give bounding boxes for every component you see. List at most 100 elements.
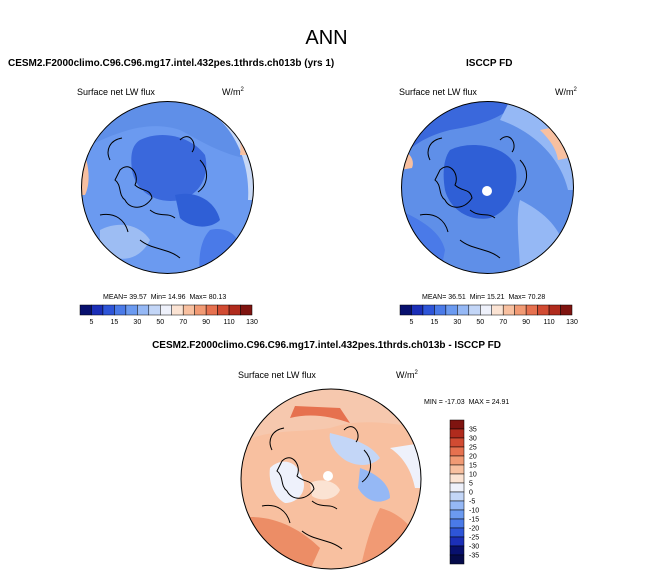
colorbar-swatch — [449, 428, 465, 439]
model-panel-heading: CESM2.F2000climo.C96.C96.mg17.intel.432p… — [8, 58, 335, 69]
missing-data-polar-hole — [482, 186, 492, 196]
figure-title: ANN — [305, 27, 348, 49]
colorbar-swatch — [449, 482, 465, 493]
colorbar-tick-label: -20 — [469, 526, 479, 533]
map-fill-region — [175, 193, 220, 227]
colorbar-swatch — [411, 304, 424, 316]
colorbar-swatch — [449, 473, 465, 484]
diff-minmax: MIN = -17.03 MAX = 24.91 — [424, 399, 510, 406]
colorbar-tick-label: 35 — [469, 427, 477, 434]
colorbar-tick-label: 90 — [522, 319, 530, 326]
colorbar-swatch — [468, 304, 481, 316]
colorbar-tick-label: 20 — [469, 454, 477, 461]
colorbar-swatch — [449, 437, 465, 448]
obs-variable-label: Surface net LW flux — [399, 87, 477, 97]
colorbar-swatch — [399, 304, 412, 316]
model-variable-label: Surface net LW flux — [77, 87, 155, 97]
colorbar-tick-label: 30 — [469, 436, 477, 443]
colorbar-swatch — [449, 455, 465, 466]
colorbar-swatch — [449, 464, 465, 475]
colorbar-swatch — [137, 304, 150, 316]
diff-colorbar: 35 30 25 20 15 10 5 0 -5 -10 -15 -20 -25 -30 -35 — [449, 419, 479, 565]
colorbar-swatch — [194, 304, 207, 316]
colorbar-tick-label: 70 — [179, 319, 187, 326]
colorbar-swatch — [240, 304, 253, 316]
colorbar-swatch — [560, 304, 573, 316]
colorbar-swatch — [125, 304, 138, 316]
diff-polar-map — [240, 388, 422, 570]
colorbar-swatch — [91, 304, 104, 316]
colorbar-swatch — [548, 304, 561, 316]
colorbar-swatch — [182, 304, 195, 316]
diff-units-label: W/m2 — [396, 370, 418, 380]
colorbar-swatch — [102, 304, 115, 316]
colorbar-swatch — [449, 491, 465, 502]
colorbar-swatch — [537, 304, 550, 316]
map-fill-region — [290, 406, 350, 423]
map-fill-region — [100, 224, 150, 259]
map-fill-region — [131, 135, 207, 201]
colorbar-tick-label: 10 — [469, 472, 477, 479]
map-fill-region — [329, 433, 380, 465]
colorbar-swatch — [160, 304, 172, 316]
missing-data-polar-hole — [323, 471, 333, 481]
diff-panel-heading: CESM2.F2000climo.C96.C96.mg17.intel.432p… — [152, 340, 501, 351]
colorbar-swatch — [514, 304, 527, 316]
colorbar-swatch — [422, 304, 435, 316]
colorbar-swatch — [457, 304, 470, 316]
colorbar-swatch — [449, 446, 465, 457]
obs-panel-heading: ISCCP FD — [466, 58, 513, 69]
colorbar-tick-label: -25 — [469, 535, 479, 542]
colorbar-tick-label: 0 — [469, 490, 473, 497]
colorbar-swatch — [217, 304, 230, 316]
colorbar-tick-label: -15 — [469, 517, 479, 524]
colorbar-swatch — [148, 304, 161, 316]
model-units-label: W/m2 — [222, 87, 244, 97]
model-stats: MEAN= 39.57 Min= 14.96 Max= 80.13 — [103, 294, 227, 301]
colorbar-tick-label: -30 — [469, 544, 479, 551]
diff-variable-label: Surface net LW flux — [238, 370, 316, 380]
colorbar-swatch — [434, 304, 447, 316]
colorbar-swatch — [114, 304, 127, 316]
map-fill-region — [199, 229, 254, 274]
colorbar-tick-label: 130 — [566, 319, 578, 326]
colorbar-swatch — [449, 554, 465, 565]
colorbar-tick-label: 5 — [410, 319, 414, 326]
obs-units-label: W/m2 — [555, 87, 577, 97]
colorbar-swatch — [445, 304, 458, 316]
colorbar-tick-label: 15 — [111, 319, 119, 326]
colorbar-swatch — [449, 509, 465, 520]
colorbar-tick-label: 90 — [202, 319, 210, 326]
colorbar-tick-label: 70 — [499, 319, 507, 326]
colorbar-tick-label: 50 — [156, 319, 164, 326]
colorbar-swatch — [449, 545, 465, 556]
colorbar-swatch — [205, 304, 218, 316]
colorbar-tick-label: 130 — [246, 319, 258, 326]
colorbar-tick-label: -5 — [469, 499, 475, 506]
colorbar-tick-label: 15 — [431, 319, 439, 326]
map-coastline — [99, 136, 207, 259]
colorbar-swatch — [228, 304, 241, 316]
colorbar-swatch — [525, 304, 538, 316]
map-coastline — [419, 136, 527, 259]
colorbar-swatch — [449, 527, 465, 538]
map-fill-region — [81, 101, 254, 160]
colorbar-tick-label: 5 — [90, 319, 94, 326]
colorbar-tick-label: 110 — [543, 319, 554, 326]
colorbar-tick-label: 30 — [133, 319, 141, 326]
colorbar-tick-label: 50 — [476, 319, 484, 326]
map-fill-region — [443, 145, 517, 219]
colorbar-tick-label: 5 — [469, 481, 473, 488]
colorbar-swatch — [79, 304, 92, 316]
model-colorbar: 5 15 30 50 70 90 110 130 — [79, 304, 258, 326]
colorbar-swatch — [480, 304, 492, 316]
colorbar-tick-label: 25 — [469, 445, 477, 452]
map-fill-region — [358, 468, 390, 502]
colorbar-tick-label: 110 — [223, 319, 234, 326]
model-polar-map — [81, 101, 254, 274]
obs-stats: MEAN= 36.51 Min= 15.21 Max= 70.28 — [422, 294, 546, 301]
map-fill-region — [390, 443, 421, 488]
colorbar-tick-label: -10 — [469, 508, 479, 515]
map-fill-region — [310, 480, 340, 500]
colorbar-swatch — [449, 419, 465, 430]
